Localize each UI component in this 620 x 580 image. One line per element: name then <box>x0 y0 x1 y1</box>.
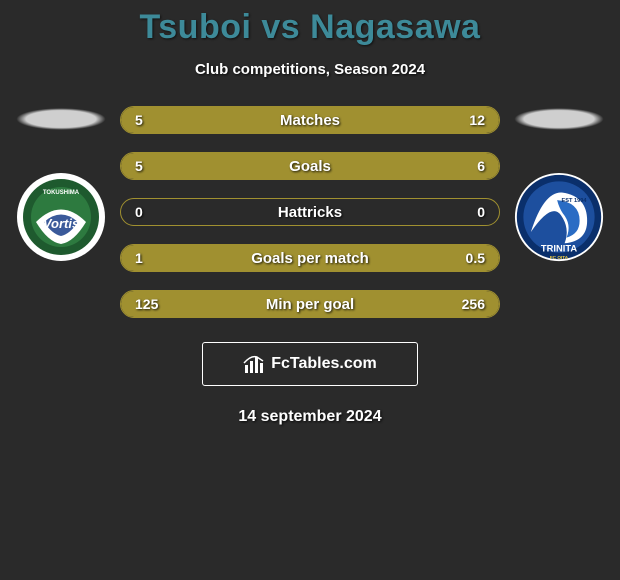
stat-label: Goals <box>121 153 499 179</box>
brand-label: FcTables.com <box>271 355 377 373</box>
stat-label: Goals per match <box>121 245 499 271</box>
infographic-container: Tsuboi vs Nagasawa Club competitions, Se… <box>0 0 620 426</box>
stat-label: Hattricks <box>121 199 499 225</box>
vortis-crest-icon: TOKUSHIMA Vortis <box>16 172 106 262</box>
stat-row-goals-per-match: 1 Goals per match 0.5 <box>120 244 500 272</box>
brand-box: FcTables.com <box>202 342 418 386</box>
stat-value-right: 12 <box>469 107 485 133</box>
page-title: Tsuboi vs Nagasawa <box>0 8 620 47</box>
stat-value-right: 256 <box>462 291 485 317</box>
stat-value-right: 0 <box>477 199 485 225</box>
stat-row-min-per-goal: 125 Min per goal 256 <box>120 290 500 318</box>
left-team-column: TOKUSHIMA Vortis <box>6 106 116 262</box>
crest-text-main: Vortis <box>43 216 79 231</box>
trinita-crest-icon: EST 1994 TRINITA FC OITA <box>514 169 604 265</box>
right-team-crest: EST 1994 TRINITA FC OITA <box>514 172 604 262</box>
content-row: TOKUSHIMA Vortis 5 Matches 12 5 Goals 6 <box>0 106 620 318</box>
stat-label: Matches <box>121 107 499 133</box>
date-label: 14 september 2024 <box>0 408 620 426</box>
bar-chart-icon <box>243 353 265 375</box>
left-team-crest: TOKUSHIMA Vortis <box>16 172 106 262</box>
crest-text-top: EST 1994 <box>562 198 588 204</box>
crest-text-top: TOKUSHIMA <box>43 190 80 196</box>
stat-value-right: 6 <box>477 153 485 179</box>
stat-label: Min per goal <box>121 291 499 317</box>
stat-row-goals: 5 Goals 6 <box>120 152 500 180</box>
stat-row-matches: 5 Matches 12 <box>120 106 500 134</box>
right-team-column: EST 1994 TRINITA FC OITA <box>504 106 614 262</box>
shadow-ellipse-right <box>514 108 604 130</box>
subtitle: Club competitions, Season 2024 <box>0 61 620 78</box>
crest-text-main: TRINITA <box>541 244 577 254</box>
shadow-ellipse-left <box>16 108 106 130</box>
stats-bars: 5 Matches 12 5 Goals 6 0 Hattricks 0 <box>116 106 504 318</box>
stat-value-right: 0.5 <box>466 245 485 271</box>
stat-row-hattricks: 0 Hattricks 0 <box>120 198 500 226</box>
crest-text-sub: FC OITA <box>550 255 569 260</box>
